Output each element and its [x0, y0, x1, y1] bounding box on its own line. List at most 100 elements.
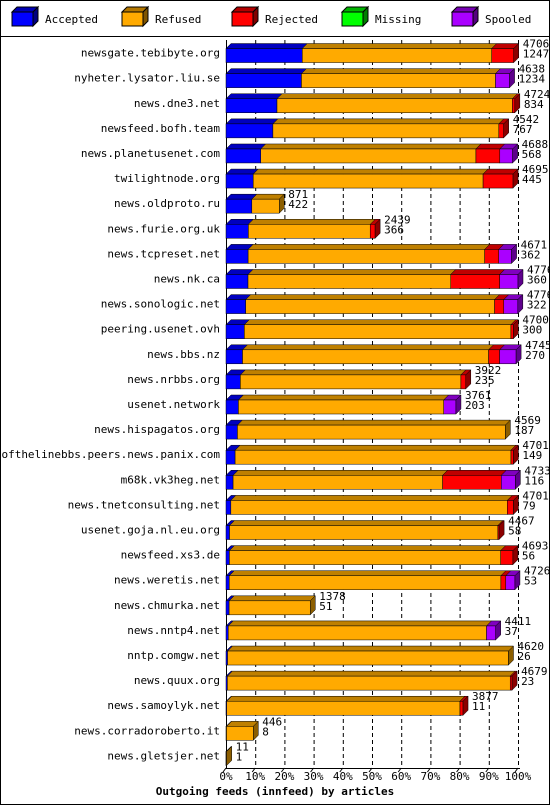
bar-side: [511, 243, 517, 264]
bar-segment: [509, 675, 513, 691]
y-tick-label: newsfeed.bofh.team: [101, 122, 221, 135]
bar-top: [482, 168, 519, 175]
bar-side: [374, 218, 381, 239]
bar-top: [251, 193, 285, 200]
y-tick-label: newsfeed.xs3.de: [121, 549, 220, 562]
accepted-label: 445: [522, 173, 542, 186]
bar-side: [465, 369, 472, 390]
y-tick-label: news.sonologic.net: [101, 298, 220, 311]
accepted-label: 79: [522, 499, 535, 512]
bar-segment: [499, 349, 517, 365]
bar-segment: [225, 198, 253, 214]
accepted-label: 1: [236, 750, 243, 763]
x-tick-label: 40%: [333, 770, 353, 783]
accepted-label: 116: [524, 474, 544, 487]
total-label: 4638: [519, 63, 546, 76]
accepted-label: 235: [475, 374, 495, 387]
bar-segment: [225, 500, 232, 515]
bar-segment: [225, 249, 249, 264]
bar-side: [513, 42, 519, 64]
bar-segment: [247, 274, 451, 289]
bar-segment: [240, 374, 462, 390]
legend-swatch: [451, 11, 474, 27]
bar-side: [517, 293, 524, 315]
y-tick-label: m68k.vk3heg.net: [121, 473, 220, 486]
bar-side: [513, 494, 519, 516]
y-tick-label: news.chmurka.net: [114, 599, 220, 612]
bar-segment: [475, 148, 501, 164]
bar-top: [247, 244, 491, 250]
bar-segment: [251, 198, 280, 214]
bar-top: [272, 118, 505, 125]
x-tick-label: 90%: [479, 770, 499, 783]
total-label: 871: [288, 188, 308, 201]
bar-segment: [510, 449, 514, 465]
y-tick-label: news.tnetconsulting.net: [68, 498, 220, 511]
total-label: 4776: [527, 289, 550, 302]
bar-top: [225, 193, 258, 200]
x-tick-label: 60%: [391, 770, 411, 783]
accepted-label: 149: [522, 449, 542, 462]
bar-segment: [225, 349, 243, 365]
accepted-label: 187: [514, 424, 534, 437]
bar-segment: [369, 224, 376, 239]
bar-segment: [301, 48, 492, 63]
bar-side: [505, 419, 511, 440]
y-tick-label: news.weretis.net: [114, 574, 220, 587]
bar-top: [226, 670, 516, 677]
bar-segment: [226, 726, 254, 741]
accepted-label: 1234: [519, 73, 546, 86]
bar-segment: [495, 73, 510, 88]
y-tick-label: newsgate.tebibyte.org: [81, 47, 220, 60]
bar-segment: [225, 48, 303, 63]
bar-side: [514, 570, 521, 591]
bar-segment: [442, 475, 502, 490]
bar-side: [455, 394, 462, 415]
bar-top: [247, 219, 376, 225]
accepted-label: 51: [319, 600, 332, 613]
bar-segment: [228, 600, 311, 616]
bar-top: [227, 620, 493, 627]
accepted-label: 56: [522, 550, 535, 563]
bar-segment: [484, 249, 499, 264]
y-tick-label: news.nrbbs.org: [127, 373, 220, 386]
bar-side: [462, 695, 469, 716]
legend-swatch: [11, 11, 34, 27]
bar-segment: [225, 123, 274, 139]
x-tick-label: 50%: [362, 770, 382, 783]
bar-side: [226, 745, 232, 767]
accepted-label: 11: [472, 700, 485, 713]
bar-top: [225, 118, 279, 125]
x-tick-label: 80%: [450, 770, 470, 783]
bar-side: [498, 519, 505, 541]
bar-segment: [237, 424, 506, 440]
bar-side: [512, 168, 519, 189]
bar-top: [300, 68, 502, 74]
bar-segment: [225, 475, 234, 490]
total-label: 4701: [522, 439, 549, 452]
bar-segment: [230, 500, 508, 515]
bar-segment: [229, 525, 499, 540]
bar-segment: [225, 374, 241, 390]
bar-top: [234, 444, 517, 451]
bar-segment: [512, 98, 516, 114]
bar-top: [252, 168, 489, 175]
accepted-label: 1247: [523, 48, 550, 61]
bar-segment: [498, 123, 504, 139]
bar-segment: [491, 48, 514, 63]
total-label: 446: [262, 715, 282, 728]
legend-label: Rejected: [265, 13, 318, 26]
y-tick-label: peering.usenet.ovh: [101, 323, 220, 336]
bar-top: [226, 695, 466, 702]
accepted-label: 23: [521, 675, 534, 688]
y-tick-label: news.nk.ca: [154, 272, 220, 285]
y-tick-label: news.corradoroberto.it: [74, 724, 220, 737]
bar-top: [232, 470, 449, 476]
bar-segment: [510, 324, 514, 339]
y-tick-label: nntp.comgw.net: [127, 649, 220, 662]
total-label: 1378: [319, 590, 346, 603]
legend-label: Refused: [155, 13, 201, 26]
total-label: 4724: [524, 88, 550, 101]
legend-label: Spooled: [485, 13, 531, 26]
bar-top: [228, 570, 507, 576]
